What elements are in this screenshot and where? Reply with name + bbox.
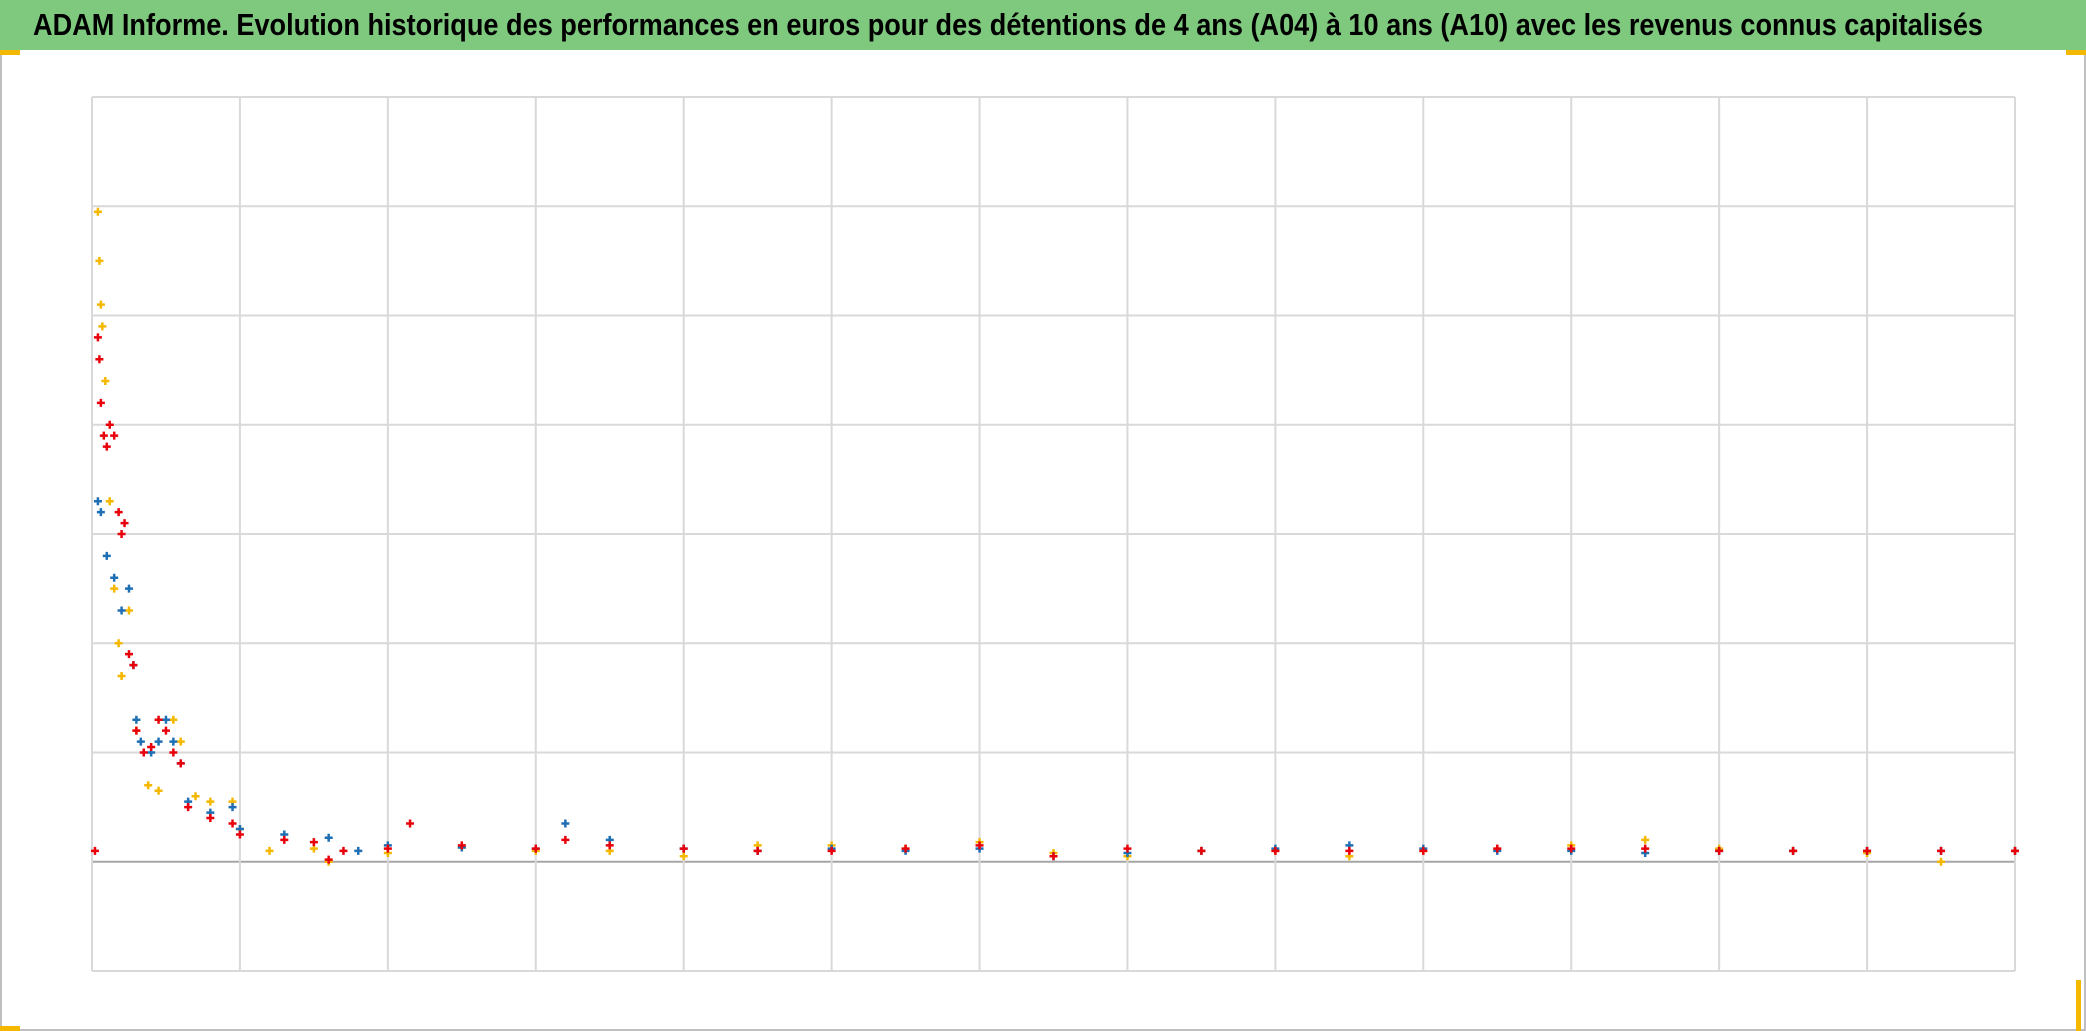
point [191, 792, 200, 801]
point [1271, 846, 1280, 855]
point [90, 846, 99, 855]
point [1641, 835, 1650, 844]
point [1197, 846, 1206, 855]
point [95, 256, 104, 265]
point [228, 803, 237, 812]
point [154, 737, 163, 746]
point [129, 661, 138, 670]
point [124, 650, 133, 659]
point [96, 508, 105, 517]
point [161, 726, 170, 735]
point [105, 497, 114, 506]
point [102, 551, 111, 560]
point [1937, 857, 1946, 866]
point [339, 846, 348, 855]
point [827, 846, 836, 855]
point [132, 715, 141, 724]
point [457, 841, 466, 850]
point [154, 715, 163, 724]
point [93, 333, 102, 342]
point [1937, 846, 1946, 855]
point [1715, 846, 1724, 855]
point [132, 726, 141, 735]
point [117, 606, 126, 615]
point [93, 207, 102, 216]
point [406, 819, 415, 828]
point [679, 852, 688, 861]
point [354, 846, 363, 855]
point [110, 573, 119, 582]
point [1123, 844, 1132, 853]
chart-title: ADAM Informe. Evolution historique des p… [33, 7, 1983, 42]
point [1493, 844, 1502, 853]
point [679, 844, 688, 853]
point [102, 442, 111, 451]
point [169, 748, 178, 757]
point [1345, 846, 1354, 855]
point [99, 431, 108, 440]
point [1863, 846, 1872, 855]
point [96, 300, 105, 309]
point [169, 737, 178, 746]
point [206, 814, 215, 823]
point [114, 639, 123, 648]
point [95, 355, 104, 364]
point [605, 841, 614, 850]
point [561, 835, 570, 844]
point [93, 497, 102, 506]
point [117, 530, 126, 538]
point [901, 844, 910, 853]
point [1049, 852, 1058, 861]
point [101, 377, 110, 386]
point [975, 841, 984, 850]
point [1567, 844, 1576, 853]
point [144, 781, 153, 790]
point [324, 855, 333, 864]
title-bar [0, 0, 2086, 50]
point [161, 715, 170, 724]
point [206, 797, 215, 806]
point [184, 803, 193, 812]
point [136, 737, 145, 746]
point [139, 748, 148, 757]
point [154, 786, 163, 795]
point [1641, 844, 1650, 853]
point [169, 715, 178, 724]
point [753, 846, 762, 855]
point [98, 322, 107, 331]
point [114, 508, 123, 517]
point [147, 743, 156, 752]
point [124, 584, 133, 593]
point [1419, 846, 1428, 855]
point [309, 838, 318, 847]
point [96, 398, 105, 407]
point [228, 819, 237, 828]
point [105, 420, 114, 429]
point [176, 759, 185, 768]
point [176, 737, 185, 746]
point [324, 833, 333, 842]
point [265, 846, 274, 855]
point [280, 835, 289, 844]
point [1789, 846, 1798, 855]
point [110, 431, 119, 440]
point [120, 519, 129, 528]
point [383, 844, 392, 853]
point [561, 819, 570, 828]
point [235, 830, 244, 839]
point [124, 606, 133, 615]
point [2011, 846, 2019, 855]
point [117, 672, 126, 681]
point [110, 584, 119, 593]
point [531, 844, 540, 853]
